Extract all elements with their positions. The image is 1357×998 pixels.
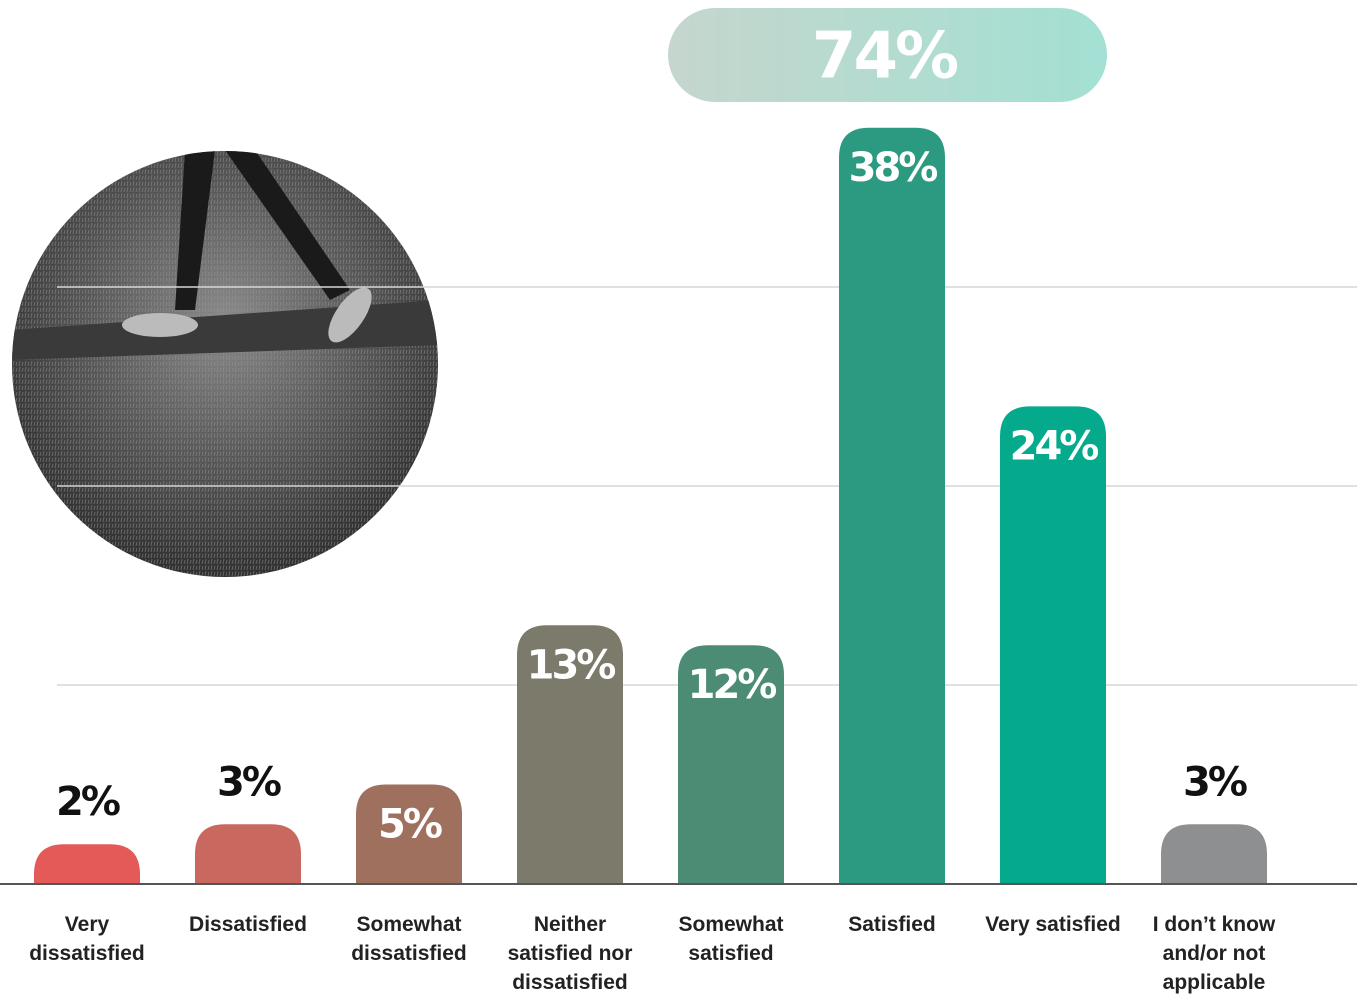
bar	[678, 645, 784, 884]
bar	[839, 127, 945, 885]
bar	[195, 824, 301, 884]
value-label: 3%	[1183, 759, 1247, 805]
value-label: 13%	[527, 642, 616, 688]
total-label: 74%	[812, 20, 958, 94]
bar	[356, 784, 462, 884]
category-label: Somewhat satisfied	[678, 913, 784, 965]
category-label: I don’t know and/or not applicable	[1152, 913, 1276, 994]
category-label: Dissatisfied	[189, 913, 307, 936]
photo	[12, 151, 438, 577]
value-label: 5%	[378, 802, 442, 848]
value-label: 24%	[1010, 423, 1099, 469]
bar	[517, 625, 623, 884]
category-label: Somewhat dissatisfied	[351, 913, 467, 965]
value-label: 12%	[688, 662, 777, 708]
total-banner	[668, 8, 1107, 102]
category-label: Neither satisfied nor dissatisfied	[507, 913, 633, 994]
value-label: 3%	[217, 759, 281, 805]
category-label: Very satisfied	[985, 913, 1121, 936]
value-label: 2%	[56, 779, 120, 825]
value-label: 38%	[849, 145, 938, 191]
bar	[34, 844, 140, 884]
category-label: Very dissatisfied	[29, 913, 145, 965]
bar	[1161, 824, 1267, 884]
bar	[1000, 406, 1106, 884]
category-label: Satisfied	[848, 913, 936, 936]
